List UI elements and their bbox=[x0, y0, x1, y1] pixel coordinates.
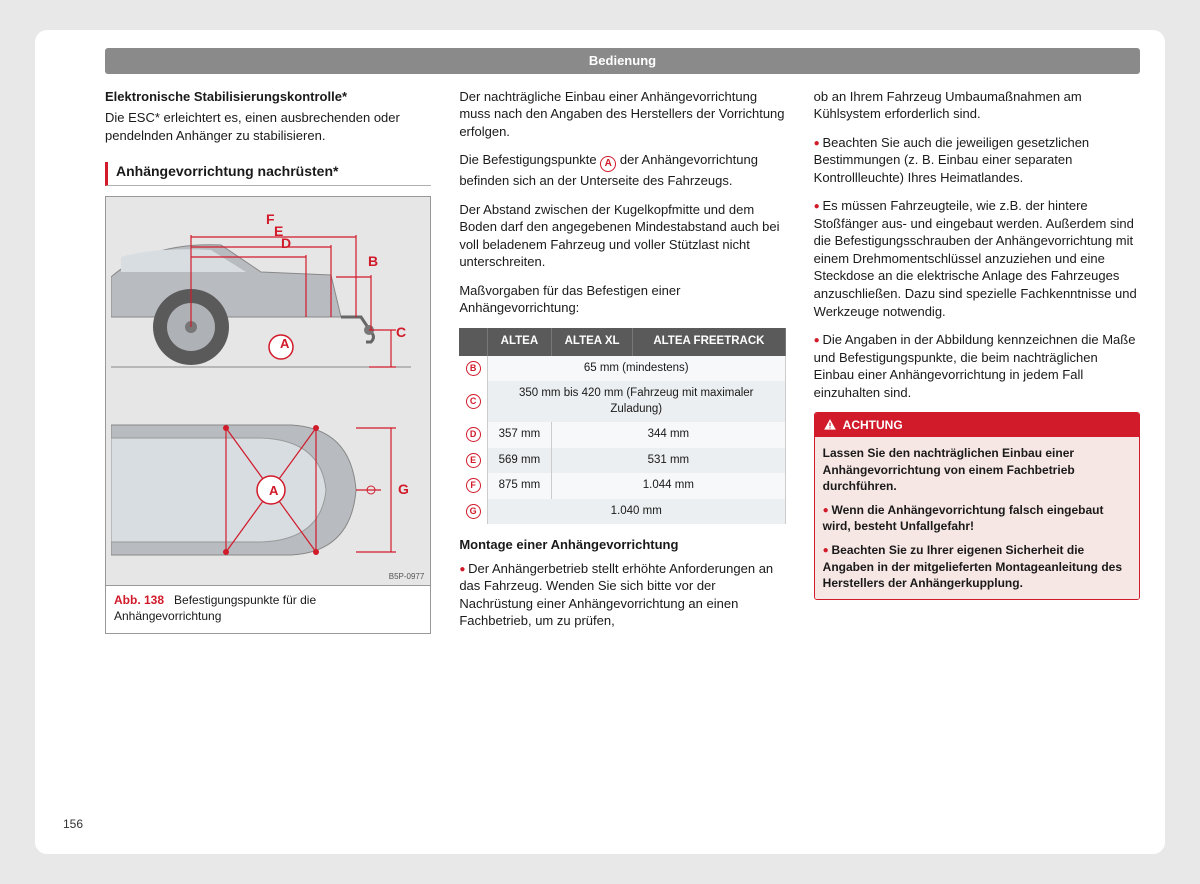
table-row: F 875 mm 1.044 mm bbox=[459, 473, 785, 499]
column-right: ob an Ihrem Fahrzeug Umbaumaßnahmen am K… bbox=[814, 88, 1140, 641]
page-header: Bedienung bbox=[105, 48, 1140, 74]
para-continuation: ob an Ihrem Fahrzeug Umbaumaßnahmen am K… bbox=[814, 88, 1140, 123]
table-row: C 350 mm bis 420 mm (Fahrzeug mit maxima… bbox=[459, 381, 785, 422]
para-specs-intro: Maßvorgaben für das Befestigen einer Anh… bbox=[459, 282, 785, 317]
section-title-retrofit: Anhängevorrichtung nachrüsten* bbox=[105, 162, 431, 186]
table-row: E 569 mm 531 mm bbox=[459, 448, 785, 474]
bullet-item-4: Die Angaben in der Abbildung kennzeichne… bbox=[814, 331, 1140, 401]
esc-heading: Elektronische Stabilisierungskontrolle* bbox=[105, 88, 431, 106]
row-marker-f: F bbox=[466, 478, 481, 493]
th-altea-freetrack: ALTEA FREETRACK bbox=[633, 328, 786, 356]
th-altea-xl: ALTEA XL bbox=[552, 328, 633, 356]
para-mounting-points: Die Befestigungspunkte A der Anhängevorr… bbox=[459, 151, 785, 190]
figure-caption: Abb. 138 Befestigungspunkte für die Anhä… bbox=[105, 586, 431, 634]
column-middle: Der nachträgliche Einbau einer Anhängevo… bbox=[459, 88, 785, 641]
cell-e-2: 531 mm bbox=[552, 448, 786, 474]
car-top-svg bbox=[111, 410, 411, 570]
cell-f-2: 1.044 mm bbox=[552, 473, 786, 499]
warning-icon bbox=[823, 418, 837, 432]
para-install-info: Der nachträgliche Einbau einer Anhängevo… bbox=[459, 88, 785, 141]
row-marker-b: B bbox=[466, 361, 481, 376]
dim-label-c: C bbox=[396, 323, 406, 342]
th-altea: ALTEA bbox=[487, 328, 551, 356]
content-columns: Elektronische Stabilisierungskontrolle* … bbox=[105, 88, 1140, 641]
bullet-item-2: Beachten Sie auch die jeweiligen gesetzl… bbox=[814, 134, 1140, 187]
warning-body: Lassen Sie den nachträglichen Einbau ein… bbox=[815, 437, 1139, 599]
dimensions-table: ALTEA ALTEA XL ALTEA FREETRACK B 65 mm (… bbox=[459, 328, 785, 524]
bullet-item-1: Der Anhängerbetrieb stellt erhöhte Anfor… bbox=[459, 560, 785, 630]
dim-label-a1: A bbox=[280, 335, 289, 353]
dim-label-b: B bbox=[368, 252, 378, 271]
warning-bullet-1: Wenn die Anhängevorrichtung falsch einge… bbox=[823, 502, 1131, 534]
cell-d-2: 344 mm bbox=[552, 422, 786, 448]
bullet-item-3: Es müssen Fahrzeugteile, wie z.B. der hi… bbox=[814, 197, 1140, 320]
figure-mounting-points: F E D B C A bbox=[105, 196, 431, 586]
table-row: B 65 mm (mindestens) bbox=[459, 356, 785, 382]
cell-g: 1.040 mm bbox=[487, 499, 785, 525]
cell-c: 350 mm bis 420 mm (Fahrzeug mit maximale… bbox=[487, 381, 785, 422]
cell-b: 65 mm (mindestens) bbox=[487, 356, 785, 382]
warning-p1: Lassen Sie den nachträglichen Einbau ein… bbox=[823, 445, 1131, 494]
table-row: G 1.040 mm bbox=[459, 499, 785, 525]
row-marker-d: D bbox=[466, 427, 481, 442]
th-blank bbox=[459, 328, 487, 356]
dim-label-g: G bbox=[398, 480, 409, 499]
row-marker-c: C bbox=[466, 394, 481, 409]
para-clearance: Der Abstand zwischen der Kugelkopfmitte … bbox=[459, 201, 785, 271]
cell-e-1: 569 mm bbox=[487, 448, 551, 474]
mounting-subheading: Montage einer Anhängevorrichtung bbox=[459, 536, 785, 554]
cell-d-1: 357 mm bbox=[487, 422, 551, 448]
warning-bullet-2: Beachten Sie zu Ihrer eigenen Sicherheit… bbox=[823, 542, 1131, 591]
para2-a: Die Befestigungspunkte bbox=[459, 152, 600, 167]
row-marker-e: E bbox=[466, 453, 481, 468]
figure-id: B5P-0977 bbox=[387, 572, 427, 583]
car-side-svg bbox=[111, 217, 411, 397]
page-number: 156 bbox=[63, 816, 83, 832]
dim-label-d: D bbox=[281, 234, 291, 253]
esc-text: Die ESC* erleichtert es, einen ausbreche… bbox=[105, 109, 431, 144]
manual-page: Bedienung Elektronische Stabilisierungsk… bbox=[35, 30, 1165, 854]
column-left: Elektronische Stabilisierungskontrolle* … bbox=[105, 88, 431, 641]
warning-header: ACHTUNG bbox=[815, 413, 1139, 437]
table-row: D 357 mm 344 mm bbox=[459, 422, 785, 448]
figure-label: Abb. 138 bbox=[114, 593, 164, 607]
cell-f-1: 875 mm bbox=[487, 473, 551, 499]
row-marker-g: G bbox=[466, 504, 481, 519]
dim-label-a2: A bbox=[269, 482, 278, 500]
warning-title: ACHTUNG bbox=[843, 417, 903, 433]
warning-box: ACHTUNG Lassen Sie den nachträglichen Ei… bbox=[814, 412, 1140, 600]
inline-marker-a: A bbox=[600, 156, 616, 172]
